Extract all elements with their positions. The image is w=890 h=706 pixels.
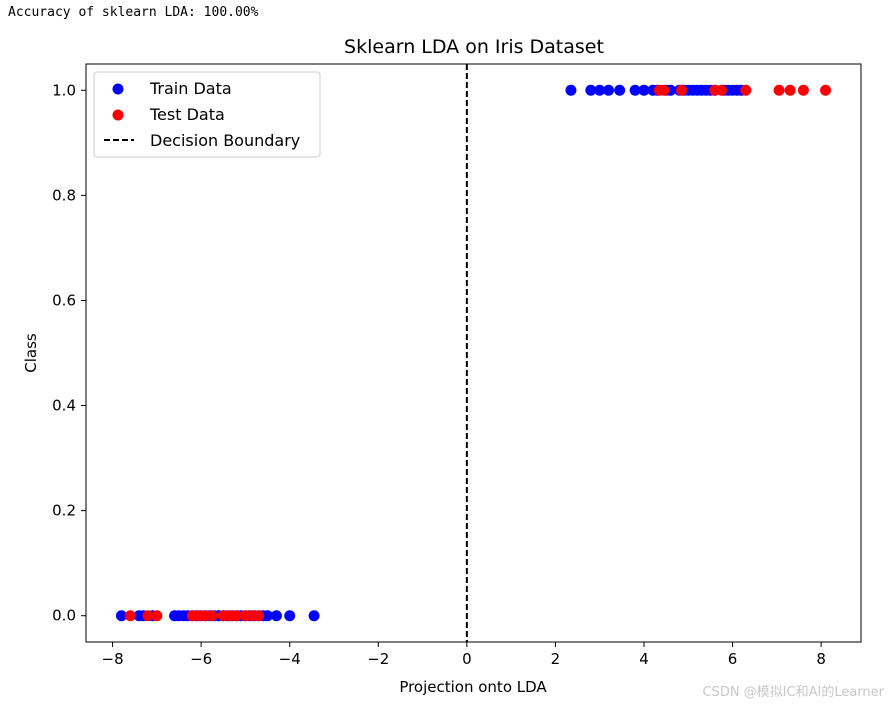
test-point — [658, 84, 670, 96]
test-point — [784, 84, 796, 96]
legend-train-marker — [112, 83, 124, 95]
test-point — [820, 84, 832, 96]
legend-box — [93, 71, 321, 158]
legend-train-label: Train Data — [149, 79, 232, 98]
x-tick-label: −6 — [190, 650, 212, 668]
chart-title: Sklearn LDA on Iris Dataset — [344, 36, 604, 58]
x-tick-label: 0 — [462, 650, 472, 668]
train-point — [585, 84, 597, 96]
test-point — [124, 610, 136, 622]
x-axis: −8 −6 −4 −2 0 2 4 6 8 — [102, 642, 826, 668]
test-point — [740, 84, 752, 96]
console-output: Accuracy of sklearn LDA: 100.00% — [8, 5, 259, 20]
test-point — [773, 84, 785, 96]
train-point — [594, 84, 606, 96]
train-point — [603, 84, 615, 96]
series-test-data — [124, 84, 832, 622]
series-train-data — [115, 84, 747, 622]
test-point — [231, 610, 243, 622]
y-tick-label: 0.6 — [52, 291, 76, 309]
train-point — [262, 610, 274, 622]
test-point — [151, 610, 163, 622]
legend-test-marker — [112, 109, 124, 121]
y-axis-label: Class — [22, 333, 40, 373]
test-point — [797, 84, 809, 96]
train-point — [308, 610, 320, 622]
x-tick-label: 6 — [728, 650, 738, 668]
train-point — [565, 84, 577, 96]
watermark: CSDN @模拟IC和AI的Learner — [702, 685, 884, 700]
y-axis: 0.0 0.2 0.4 0.6 0.8 1.0 — [52, 81, 86, 625]
y-tick-label: 0.0 — [52, 607, 76, 625]
y-tick-label: 0.2 — [52, 502, 76, 520]
test-point — [716, 84, 727, 96]
train-point — [629, 84, 641, 96]
plot-area — [115, 64, 832, 642]
train-point — [614, 84, 626, 96]
x-tick-label: −8 — [102, 650, 124, 668]
test-point — [676, 84, 688, 96]
train-point — [284, 610, 296, 622]
x-tick-label: −2 — [367, 650, 389, 668]
x-axis-label: Projection onto LDA — [399, 678, 547, 696]
y-tick-label: 1.0 — [52, 81, 76, 99]
legend: Train Data Test Data Decision Boundary — [93, 71, 321, 158]
train-point — [638, 84, 650, 96]
y-tick-label: 0.8 — [52, 186, 76, 204]
axes-frame — [85, 63, 862, 643]
test-point — [206, 610, 218, 622]
test-point — [253, 610, 265, 622]
x-tick-label: 4 — [639, 650, 649, 668]
legend-boundary-label: Decision Boundary — [150, 131, 300, 150]
train-point — [115, 610, 127, 622]
legend-test-label: Test Data — [149, 105, 225, 124]
x-tick-label: −4 — [279, 650, 301, 668]
train-point — [270, 610, 282, 622]
x-tick-label: 8 — [816, 650, 826, 668]
y-tick-label: 0.4 — [52, 397, 76, 415]
test-point — [142, 610, 154, 622]
x-tick-label: 2 — [551, 650, 561, 668]
